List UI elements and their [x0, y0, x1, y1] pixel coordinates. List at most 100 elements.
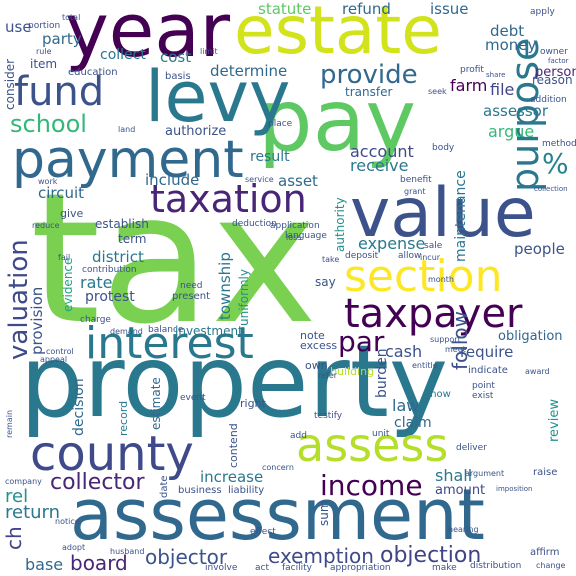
word-factor: factor — [548, 58, 569, 65]
word-maintenance: maintenance — [454, 170, 468, 262]
word-body: body — [432, 144, 454, 153]
word-concern: concern — [262, 464, 294, 472]
word-record: record — [118, 401, 129, 436]
word-authorize: authorize — [165, 125, 226, 138]
word-assessor: assessor — [483, 104, 548, 119]
word-support: support — [430, 336, 461, 344]
word-affirm: affirm — [530, 548, 559, 558]
word-asset: asset — [278, 174, 318, 189]
word-law: law — [392, 398, 419, 414]
word-show: show — [425, 390, 451, 400]
word-base: base — [25, 557, 63, 573]
word-sale: sale — [424, 242, 442, 251]
word-facility: facility — [282, 564, 312, 573]
word-decision: decision — [72, 378, 86, 436]
word-effect: effect — [250, 528, 276, 537]
word-appropriation: appropriation — [330, 564, 391, 573]
word-claim: claim — [394, 416, 432, 430]
word-statute: statute — [258, 2, 311, 17]
word-fund: fund — [14, 72, 104, 112]
word-say: say — [315, 276, 336, 288]
word-benefit: benefit — [400, 176, 432, 185]
word-entitle: entitle — [412, 362, 438, 370]
word-place: place — [268, 120, 292, 129]
word-circuit: circuit — [38, 186, 84, 201]
word-refer: refer — [318, 372, 337, 380]
word-consider: consider — [4, 59, 16, 110]
word-authority: authority — [334, 197, 346, 252]
word-date: date — [160, 475, 170, 498]
word-rule: rule — [36, 48, 52, 56]
word-application: application — [270, 222, 320, 231]
word-husband: husband — [110, 548, 144, 556]
word-indicate: indicate — [468, 366, 508, 376]
word-collection: collection — [534, 186, 568, 193]
word-give: give — [60, 208, 83, 219]
word-farm: farm — [450, 78, 487, 94]
word-expense: expense — [358, 236, 425, 252]
word-incur: incur — [420, 254, 440, 262]
word-investment: investment — [175, 325, 243, 337]
word-own: own — [305, 360, 328, 371]
word-provision: provision — [30, 287, 45, 355]
word-burden: burden — [375, 348, 389, 398]
word-service: service — [245, 176, 274, 184]
word-point: point — [472, 382, 495, 391]
word-argument: argument — [465, 470, 504, 478]
word-ch: ch — [4, 526, 24, 550]
word-right: right — [240, 398, 266, 409]
word-district: district — [92, 250, 144, 265]
word-demand: demand — [110, 328, 143, 336]
word-reduce: reduce — [32, 222, 60, 230]
word-establish: establish — [95, 218, 149, 230]
word-basis: basis — [165, 72, 191, 82]
word-note: note — [300, 330, 325, 341]
word-contribution: contribution — [82, 266, 137, 275]
word-land: land — [118, 126, 135, 134]
word-imposition: imposition — [496, 486, 533, 493]
word-involve: involve — [205, 564, 237, 573]
word-adopt: adopt — [62, 544, 85, 552]
word-remain: remain — [6, 410, 14, 438]
word-testify: testify — [314, 412, 342, 421]
word-addition: addition — [530, 96, 567, 105]
word-uniformly: uniformly — [238, 269, 250, 326]
word-raise: raise — [533, 468, 557, 478]
word-review: review — [548, 399, 561, 442]
word-unit: unit — [372, 430, 389, 439]
word-people: people — [514, 242, 565, 257]
word-percent: % — [542, 150, 569, 178]
word-notice: notice — [55, 518, 80, 526]
word-charge: charge — [80, 316, 111, 325]
word-receive: receive — [350, 158, 408, 174]
word-rel: rel — [5, 488, 28, 506]
word-method: method — [542, 140, 576, 149]
word-change: change — [536, 562, 565, 570]
word-item: item — [30, 58, 57, 70]
word-company: company — [5, 478, 42, 486]
word-income: income — [320, 472, 423, 500]
word-business: business — [178, 486, 222, 496]
word-result: result — [250, 150, 290, 164]
word-distribution: distribution — [470, 562, 521, 571]
word-month: month — [428, 276, 454, 284]
word-work: work — [38, 178, 57, 186]
word-need: need — [180, 282, 203, 291]
word-reason: reason — [532, 74, 573, 86]
word-increase: increase — [200, 470, 263, 485]
word-file: file — [490, 82, 514, 98]
word-award: award — [525, 368, 550, 376]
word-total: total — [62, 14, 80, 22]
word-estimate: estimate — [150, 377, 162, 430]
word-grant: grant — [404, 188, 425, 196]
word-township: township — [218, 252, 233, 320]
word-share: share — [486, 72, 505, 79]
word-liability: liability — [228, 486, 264, 496]
word-add: add — [290, 432, 307, 441]
word-term: term — [118, 233, 147, 245]
word-make: make — [432, 564, 457, 573]
word-sum: sum — [318, 500, 330, 526]
word-collector: collector — [50, 472, 145, 494]
word-money: money — [485, 38, 536, 53]
word-board: board — [70, 553, 128, 573]
